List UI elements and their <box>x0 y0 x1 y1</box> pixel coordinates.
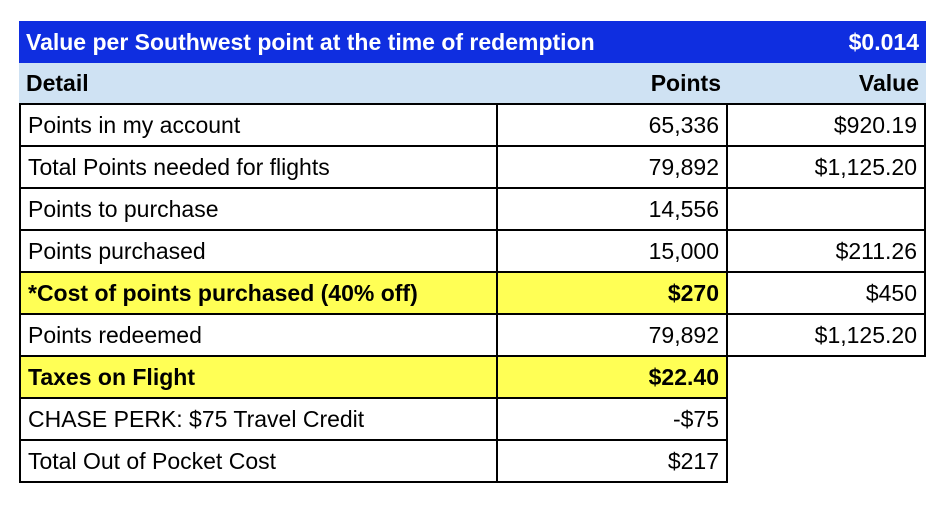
detail-cell[interactable]: CHASE PERK: $75 Travel Credit <box>19 399 498 441</box>
detail-cell[interactable]: Points purchased <box>19 231 498 273</box>
header-value[interactable]: Value <box>728 63 926 105</box>
value-cell[interactable]: $920.19 <box>728 105 926 147</box>
value-cell[interactable] <box>728 189 926 231</box>
points-cell[interactable]: $22.40 <box>498 357 728 399</box>
points-cell[interactable]: $270 <box>498 273 728 315</box>
detail-cell[interactable]: Taxes on Flight <box>19 357 498 399</box>
detail-cell[interactable]: Points redeemed <box>19 315 498 357</box>
header-detail[interactable]: Detail <box>19 63 498 105</box>
detail-cell[interactable]: *Cost of points purchased (40% off) <box>19 273 498 315</box>
table-title[interactable]: Value per Southwest point at the time of… <box>19 21 728 63</box>
value-cell[interactable]: $211.26 <box>728 231 926 273</box>
value-cell[interactable]: $1,125.20 <box>728 147 926 189</box>
header-points[interactable]: Points <box>498 63 728 105</box>
detail-cell[interactable]: Total Points needed for flights <box>19 147 498 189</box>
detail-cell[interactable]: Points to purchase <box>19 189 498 231</box>
value-cell[interactable]: $450 <box>728 273 926 315</box>
points-cell[interactable]: 14,556 <box>498 189 728 231</box>
points-cell[interactable]: 79,892 <box>498 315 728 357</box>
detail-cell[interactable]: Total Out of Pocket Cost <box>19 441 498 483</box>
points-cell[interactable]: 15,000 <box>498 231 728 273</box>
point-value[interactable]: $0.014 <box>728 21 926 63</box>
detail-cell[interactable]: Points in my account <box>19 105 498 147</box>
points-cell[interactable]: -$75 <box>498 399 728 441</box>
points-cell[interactable]: 65,336 <box>498 105 728 147</box>
points-cell[interactable]: $217 <box>498 441 728 483</box>
value-cell[interactable]: $1,125.20 <box>728 315 926 357</box>
points-cell[interactable]: 79,892 <box>498 147 728 189</box>
